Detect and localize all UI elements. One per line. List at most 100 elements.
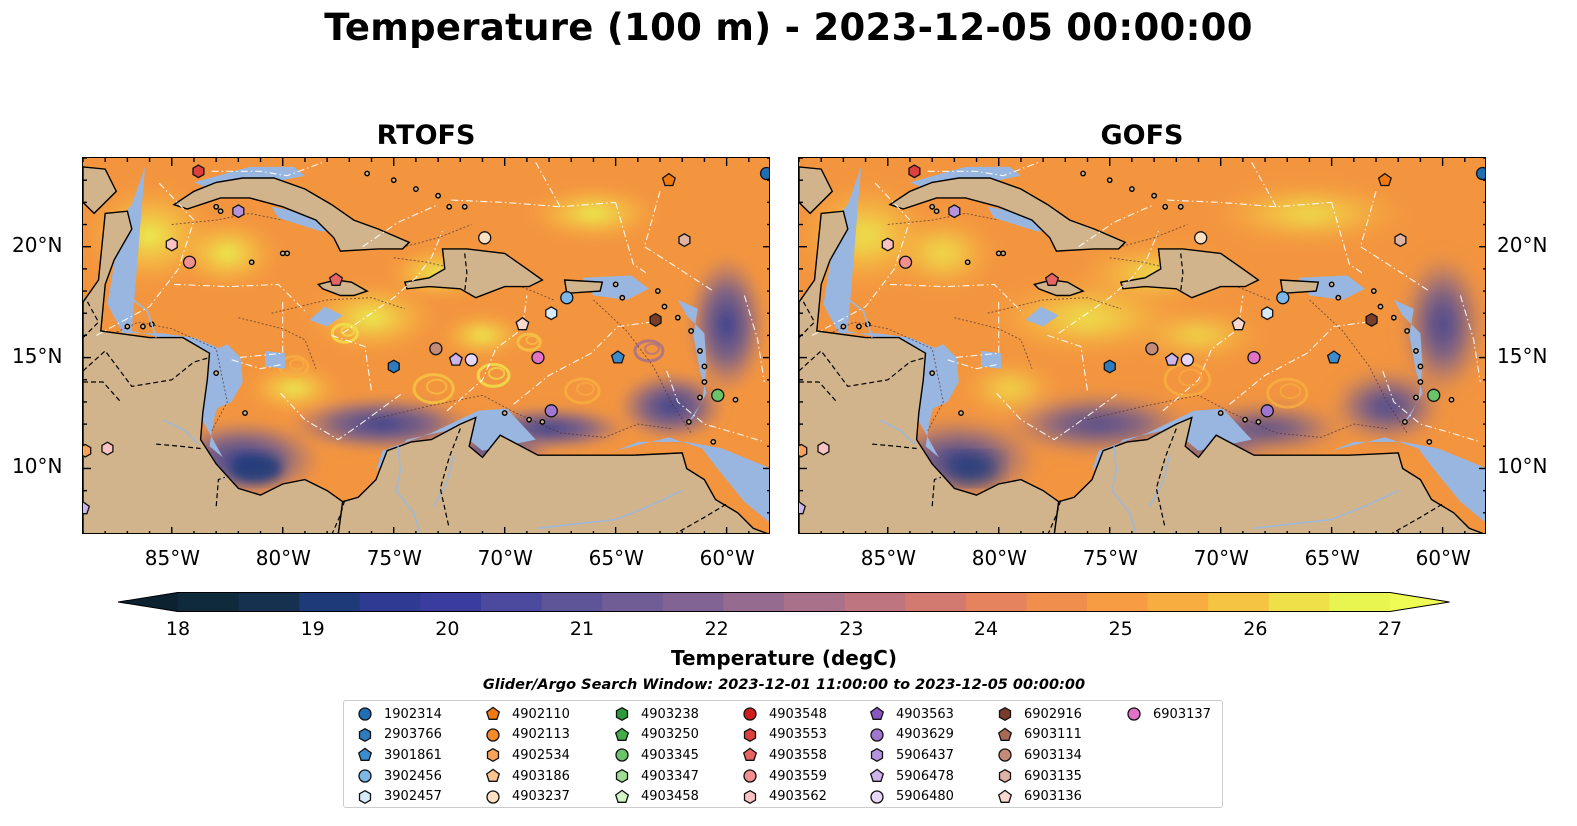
legend-label: 3901861 xyxy=(384,747,442,763)
axis-ticks xyxy=(83,158,769,533)
legend-label: 4903347 xyxy=(641,768,699,784)
legend-entry-4903186: 4903186 xyxy=(484,766,570,786)
float-marker-3902457[interactable] xyxy=(1261,306,1274,321)
float-marker-5906478[interactable] xyxy=(83,501,91,515)
legend-marker-icon xyxy=(743,769,757,783)
legend-label: 3902457 xyxy=(384,789,442,805)
float-marker-4903629[interactable] xyxy=(1260,404,1274,418)
float-marker-4903629[interactable] xyxy=(544,404,558,418)
float-marker-3902456[interactable] xyxy=(560,291,574,305)
float-marker-5906437[interactable] xyxy=(948,204,961,219)
float-marker-4903553[interactable] xyxy=(908,164,921,179)
colorbar-segment xyxy=(178,592,240,612)
colorbar-segment xyxy=(1147,592,1209,612)
legend-label: 6902916 xyxy=(1024,706,1082,722)
colorbar-title: Temperature (degC) xyxy=(671,646,897,670)
float-marker-4903558[interactable] xyxy=(1044,272,1060,286)
legend-entry-6903111: 6903111 xyxy=(996,725,1082,745)
legend-marker-icon xyxy=(998,769,1012,784)
colorbar-segment xyxy=(1208,592,1270,612)
legend-entry-4902534: 4902534 xyxy=(484,745,570,765)
float-marker-6903136[interactable] xyxy=(1231,316,1246,331)
colorbar-segment xyxy=(965,592,1027,612)
float-marker-4903562[interactable] xyxy=(881,237,894,252)
float-marker-4903345[interactable] xyxy=(1427,388,1441,402)
legend-marker-icon xyxy=(998,748,1012,763)
float-marker-3901861[interactable] xyxy=(610,350,625,364)
legend-marker-icon xyxy=(358,707,372,721)
legend-marker-icon xyxy=(485,768,501,783)
legend-label: 4903458 xyxy=(641,789,699,805)
legend-label: 5906478 xyxy=(896,768,954,784)
float-marker-3901861[interactable] xyxy=(1326,350,1341,364)
float-marker-5906478[interactable] xyxy=(1164,352,1179,366)
lon-tick-label: 80°W xyxy=(255,546,311,570)
float-marker-6902916[interactable] xyxy=(649,312,662,327)
legend-marker-icon xyxy=(486,728,500,742)
float-marker-5906478[interactable] xyxy=(799,501,807,515)
float-marker-6903137[interactable] xyxy=(1247,350,1261,365)
float-marker-1902314[interactable] xyxy=(1475,166,1486,181)
legend-marker-icon xyxy=(486,790,500,804)
colorbar-segment xyxy=(905,592,967,612)
legend-entry-4903629: 4903629 xyxy=(868,725,954,745)
float-marker-4903559[interactable] xyxy=(898,255,913,269)
legend-marker-icon xyxy=(614,789,630,803)
legend-label: 2903766 xyxy=(384,727,442,743)
float-marker-6903134[interactable] xyxy=(429,342,443,356)
float-marker-6902916[interactable] xyxy=(1365,312,1378,327)
float-marker-4903237[interactable] xyxy=(1194,231,1208,245)
legend-label: 4903553 xyxy=(769,727,827,743)
landmass xyxy=(799,166,1484,533)
colorbar-segment xyxy=(359,592,421,612)
float-marker-6903134[interactable] xyxy=(1145,342,1159,356)
float-marker-4903562[interactable] xyxy=(165,237,178,252)
colorbar-tick-label: 19 xyxy=(300,618,325,640)
float-marker-5906478[interactable] xyxy=(448,352,463,366)
float-marker-6903135[interactable] xyxy=(1394,233,1407,248)
legend-entry-4903559: 4903559 xyxy=(741,766,827,786)
float-marker-4902534[interactable] xyxy=(83,443,92,458)
colorbar-tick-label: 24 xyxy=(973,618,999,640)
legend-marker-icon xyxy=(870,790,884,804)
float-marker-4903345[interactable] xyxy=(711,388,725,402)
legend-entry-5906437: 5906437 xyxy=(868,745,954,765)
legend-entry-4903345: 4903345 xyxy=(613,745,699,765)
float-marker-6903137[interactable] xyxy=(531,350,545,365)
legend-marker-icon xyxy=(358,727,372,742)
legend-marker-icon xyxy=(869,768,885,783)
lat-tick-label: 20°N xyxy=(1497,232,1548,257)
float-marker-3902456[interactable] xyxy=(1276,291,1290,305)
legend-entry-3902457: 3902457 xyxy=(356,787,442,807)
lat-tick-label: 20°N xyxy=(12,232,63,257)
float-marker-3902457[interactable] xyxy=(545,306,558,321)
float-marker-2903766[interactable] xyxy=(1103,359,1116,374)
float-marker-5906480[interactable] xyxy=(1180,353,1195,367)
legend-marker-icon xyxy=(485,706,501,720)
float-marker-5906437[interactable] xyxy=(232,204,245,219)
colorbar-tick-label: 25 xyxy=(1108,618,1133,640)
float-marker-1902314[interactable] xyxy=(759,166,770,181)
legend-entry-4903238: 4903238 xyxy=(613,704,699,724)
float-marker-4903562[interactable] xyxy=(817,441,830,456)
legend-entry-6903135: 6903135 xyxy=(996,766,1082,786)
float-marker-6903136[interactable] xyxy=(515,316,530,331)
float-marker-4902110[interactable] xyxy=(1377,172,1392,187)
lon-tick-label: 85°W xyxy=(144,546,200,570)
float-marker-6903135[interactable] xyxy=(678,233,691,248)
float-marker-4903553[interactable] xyxy=(192,164,205,179)
float-marker-2903766[interactable] xyxy=(387,359,400,374)
float-marker-4902110[interactable] xyxy=(661,172,676,187)
float-marker-5906480[interactable] xyxy=(464,353,479,367)
float-marker-4903562[interactable] xyxy=(101,441,114,456)
float-marker-4902534[interactable] xyxy=(799,443,808,458)
legend-label: 6903134 xyxy=(1024,747,1082,763)
lon-tick-label: 80°W xyxy=(971,546,1027,570)
float-marker-4903559[interactable] xyxy=(182,255,197,269)
rivers xyxy=(842,294,1399,533)
float-marker-4903237[interactable] xyxy=(478,231,492,245)
float-marker-4903558[interactable] xyxy=(328,272,344,286)
lon-tick-label: 75°W xyxy=(1082,546,1138,570)
map-rtofs[interactable] xyxy=(82,157,770,534)
map-gofs[interactable] xyxy=(798,157,1486,534)
